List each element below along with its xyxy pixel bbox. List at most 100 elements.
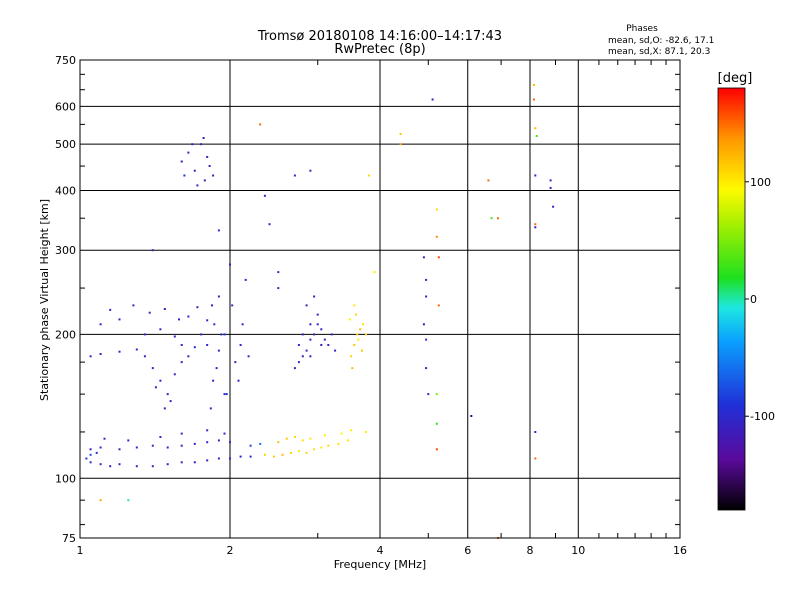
data-point [217,349,220,352]
data-point [215,367,218,370]
data-point [89,355,92,358]
data-point [552,205,555,208]
data-point [487,179,490,182]
data-point [490,217,493,220]
data-point [309,169,312,172]
data-point [249,444,252,447]
data-point [180,361,183,364]
data-point [305,451,308,454]
data-point [200,143,203,146]
colorbar-tick-label: 100 [750,176,771,189]
stats-o-line: mean, sd,O: -82.6, 17.1 [608,36,714,46]
data-point [289,451,292,454]
data-point [285,437,288,440]
colorbar [717,87,746,511]
data-point [239,344,242,346]
data-point [301,333,304,336]
data-point [241,323,244,326]
data-point [320,328,323,331]
data-point [533,98,535,101]
data-point [549,186,552,189]
chart-subtitle: RwPretec (8p) [334,42,425,57]
data-point [151,465,154,468]
data-point [272,455,275,458]
data-point [361,349,363,352]
data-point [353,304,356,307]
data-point [206,441,209,444]
data-point [277,287,280,290]
data-point [350,355,353,358]
data-point [109,465,112,468]
grid [80,60,680,538]
data-point [534,431,537,433]
y-tick-label: 200 [55,328,76,341]
data-point [178,318,180,321]
data-point [301,355,304,358]
data-point [166,393,169,396]
data-point [209,407,212,410]
data-point [293,436,296,438]
y-axis: 75 100 200 300 400 500 600 750 [55,54,680,545]
data-point [211,304,213,307]
x-tick-label: 16 [673,544,687,557]
data-point [365,431,367,433]
data-point [320,344,323,346]
data-point [357,338,360,341]
data-point [99,353,102,355]
data-point [148,311,151,314]
data-point [200,333,203,336]
data-point [320,446,323,449]
data-point [437,256,440,259]
data-point [356,333,359,336]
data-point [206,156,209,158]
data-point [425,367,428,370]
data-point [206,459,209,462]
x-tick-label: 1 [77,544,84,557]
data-point [263,453,266,456]
x-tick-label: 8 [527,544,534,557]
data-point [220,333,223,336]
data-point [305,349,308,352]
data-point [217,439,220,442]
data-point [277,441,280,444]
plot-frame [79,59,681,539]
data-point [534,174,537,177]
data-point [103,437,106,440]
data-point [180,444,183,447]
data-point [327,444,330,447]
data-point [89,453,92,456]
y-tick-label: 600 [55,100,76,113]
data-point [127,499,130,502]
data-point [173,335,176,338]
data-point [225,393,228,396]
y-tick-label: 500 [55,138,76,151]
data-point [373,271,376,274]
data-point [365,333,367,336]
data-point [281,453,284,456]
data-point [348,318,351,321]
data-point [534,223,537,226]
data-point [206,429,209,432]
data-point [435,422,438,425]
data-point [99,463,102,466]
y-tick-label: 300 [55,244,76,257]
data-point [203,179,206,182]
data-point [223,393,226,396]
data-point [132,304,135,307]
data-point [362,323,365,326]
y-tick-label: 100 [55,472,76,485]
data-point [151,249,154,252]
data-point [534,457,537,460]
data-point [259,442,262,445]
data-point [213,323,216,326]
data-point [206,319,209,322]
colorbar-tick-label: -100 [750,410,775,423]
data-point [109,308,112,311]
y-tick-label: 400 [55,184,76,197]
data-point [118,448,121,451]
data-point [301,439,304,442]
x-tick-label: 10 [571,544,585,557]
y-tick-label: 75 [62,532,76,545]
data-point [244,278,247,281]
